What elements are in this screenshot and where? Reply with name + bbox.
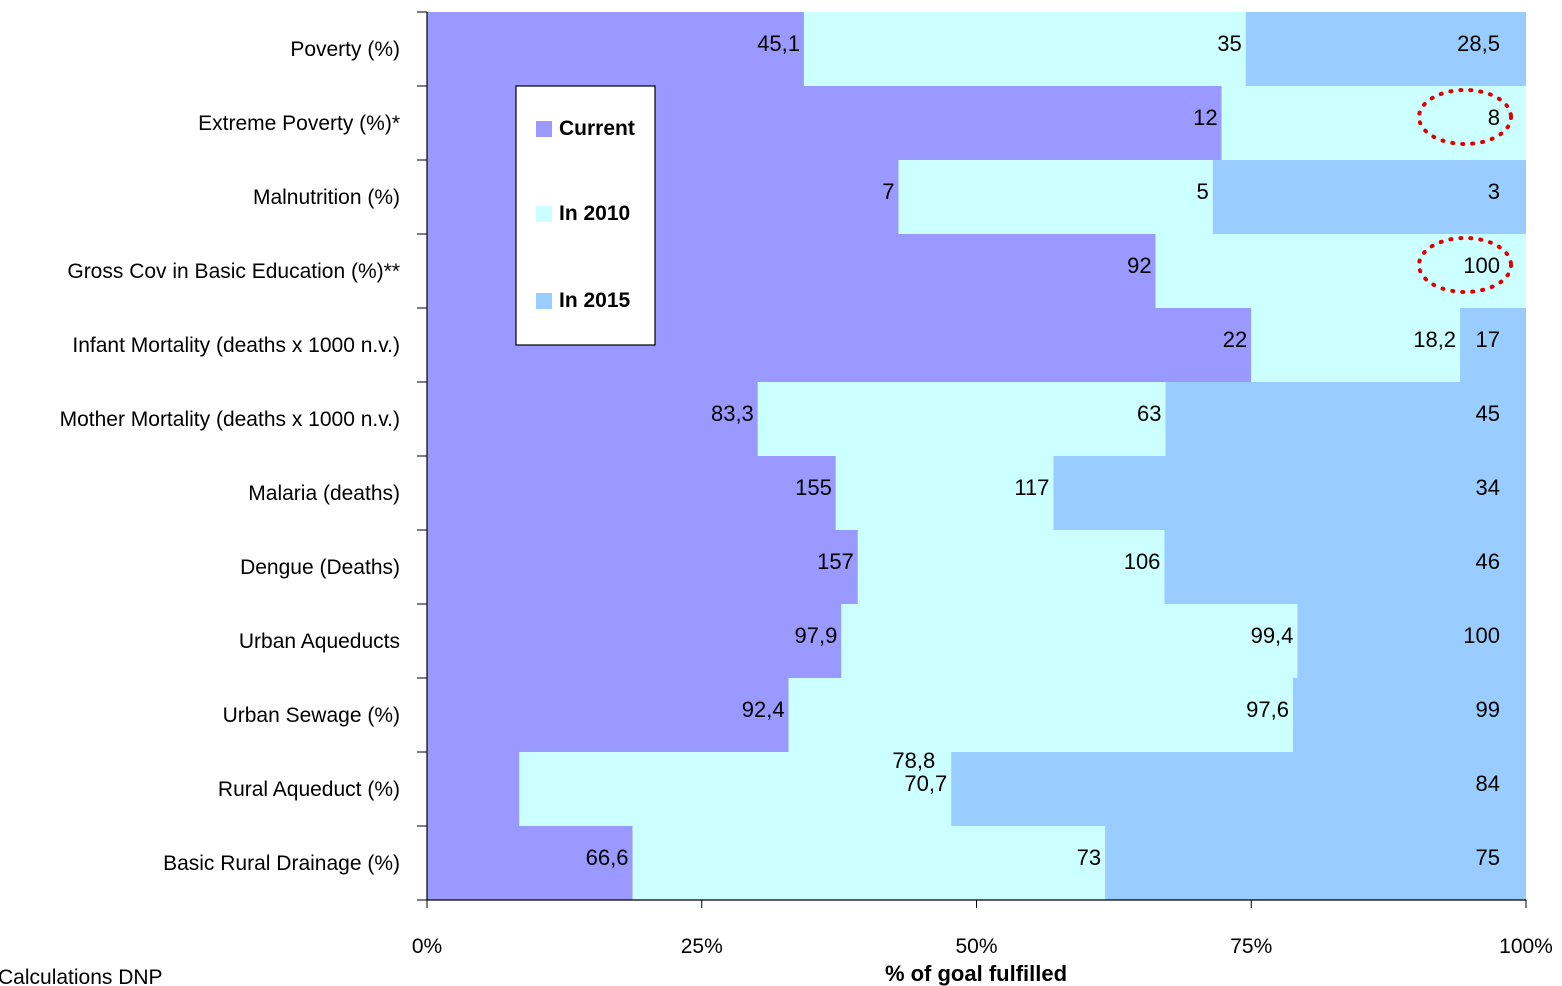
category-label: Gross Cov in Basic Education (%)** <box>67 260 400 283</box>
data-label-in2010: 63 <box>1137 401 1161 426</box>
bar-2010 <box>1155 234 1526 308</box>
category-label: Malaria (deaths) <box>248 482 400 505</box>
bar-2015 <box>1053 456 1526 530</box>
legend-label-2010: In 2010 <box>559 202 630 225</box>
category-label: Malnutrition (%) <box>253 186 400 209</box>
x-tick-label: 100% <box>1499 935 1553 958</box>
data-label-in2010: 99,4 <box>1251 623 1294 648</box>
category-label: Poverty (%) <box>290 38 400 61</box>
category-label: Urban Sewage (%) <box>223 704 400 727</box>
bar-2015 <box>1297 604 1526 678</box>
bar-current <box>427 826 633 900</box>
data-label-in2010: 106 <box>1124 549 1161 574</box>
data-label-current: 66,6 <box>586 845 629 870</box>
data-label-in2015: 28,5 <box>1457 31 1500 56</box>
data-label-in2015: 84 <box>1476 771 1500 796</box>
bar-current <box>427 456 836 530</box>
data-label-in2010: 117 <box>1014 475 1049 500</box>
data-label-in2010: 18,2 <box>1413 327 1456 352</box>
data-label-in2015: 17 <box>1476 327 1500 352</box>
data-label-in2015: 34 <box>1476 475 1500 500</box>
legend-swatch-current <box>536 121 552 137</box>
bar-2015 <box>1293 678 1526 752</box>
category-label: Mother Mortality (deaths x 1000 n.v.) <box>60 408 400 431</box>
x-axis-title: % of goal fulfilled <box>885 961 1067 986</box>
data-label-in2010: 73 <box>1077 845 1101 870</box>
data-label-current: 12 <box>1193 105 1217 130</box>
data-label-current: 92 <box>1127 253 1151 278</box>
bar-2010 <box>788 678 1294 752</box>
category-label: Dengue (Deaths) <box>240 556 400 579</box>
bar-current <box>427 604 842 678</box>
bar-2010 <box>632 826 1106 900</box>
legend-swatch-2015 <box>536 293 552 309</box>
bar-2010 <box>1251 308 1461 382</box>
source-note: Calculations DNP <box>0 966 163 986</box>
bar-2010 <box>857 530 1165 604</box>
data-label-current: 22 <box>1223 327 1247 352</box>
x-axis: 0% 25% 50% 75% 100% <box>412 899 1553 958</box>
data-label-current: 157 <box>817 549 854 574</box>
bar-current <box>427 160 899 234</box>
category-label: Infant Mortality (deaths x 1000 n.v.) <box>72 334 400 357</box>
bar-2015 <box>1105 826 1526 900</box>
data-label-in2015: 46 <box>1476 549 1500 574</box>
highlight-circle <box>1417 236 1513 294</box>
data-label-in2010: 35 <box>1217 31 1241 56</box>
y-axis: Poverty (%) Extreme Poverty (%)* Malnutrit… <box>60 11 428 901</box>
highlight-circle <box>1417 88 1513 146</box>
bar-2015 <box>1212 160 1526 234</box>
x-tick-label: 50% <box>955 935 997 958</box>
category-label: Extreme Poverty (%)* <box>198 112 400 135</box>
bar-2010 <box>898 160 1213 234</box>
bar-2010 <box>757 382 1166 456</box>
data-label-in2015: 8 <box>1488 105 1500 130</box>
bar-2010 <box>519 752 952 826</box>
data-label-current: 7 <box>882 179 894 204</box>
bar-2015 <box>1165 382 1526 456</box>
category-label: Basic Rural Drainage (%) <box>163 852 400 875</box>
bar-2015 <box>1460 308 1526 382</box>
x-tick-label: 25% <box>681 935 723 958</box>
bar-2010 <box>803 12 1246 86</box>
legend-swatch-2010 <box>536 206 552 222</box>
bar-current <box>427 678 789 752</box>
bar-current <box>427 752 520 826</box>
bar-2015 <box>1245 12 1526 86</box>
legend-label-2015: In 2015 <box>559 289 631 312</box>
bar-2010 <box>1221 86 1526 160</box>
bar-2010 <box>835 456 1054 530</box>
data-label-in2010: 5 <box>1197 179 1209 204</box>
bar-2015 <box>951 752 1526 826</box>
data-label-current: 97,9 <box>794 623 837 648</box>
data-label-in2015: 100 <box>1463 623 1500 648</box>
data-label-current: 83,3 <box>711 401 754 426</box>
data-label-in2015: 3 <box>1488 179 1500 204</box>
data-label-current: 92,4 <box>742 697 785 722</box>
data-label-in2015: 45 <box>1476 401 1500 426</box>
data-label-in2015: 75 <box>1476 845 1500 870</box>
legend: Current In 2010 In 2015 <box>515 85 656 346</box>
category-label: Rural Aqueduct (%) <box>218 778 400 801</box>
bar-current <box>427 530 858 604</box>
data-label-in2015: 100 <box>1463 253 1500 278</box>
data-label-current: 155 <box>795 475 832 500</box>
legend-label-current: Current <box>559 117 635 140</box>
bar-2015 <box>1164 530 1526 604</box>
data-label-in2010: 97,6 <box>1246 697 1289 722</box>
bar-2010 <box>841 604 1298 678</box>
category-label: Urban Aqueducts <box>239 630 400 653</box>
x-tick-label: 75% <box>1230 935 1272 958</box>
data-label-in2015: 99 <box>1476 697 1500 722</box>
data-label-extra: 78,8 <box>892 748 935 773</box>
bar-current <box>427 12 804 86</box>
data-label-current: 45,1 <box>757 31 800 56</box>
highlight-circles <box>1417 88 1513 294</box>
bar-current <box>427 382 758 456</box>
x-tick-label: 0% <box>412 935 442 958</box>
data-label-in2010: 70,7 <box>904 771 947 796</box>
